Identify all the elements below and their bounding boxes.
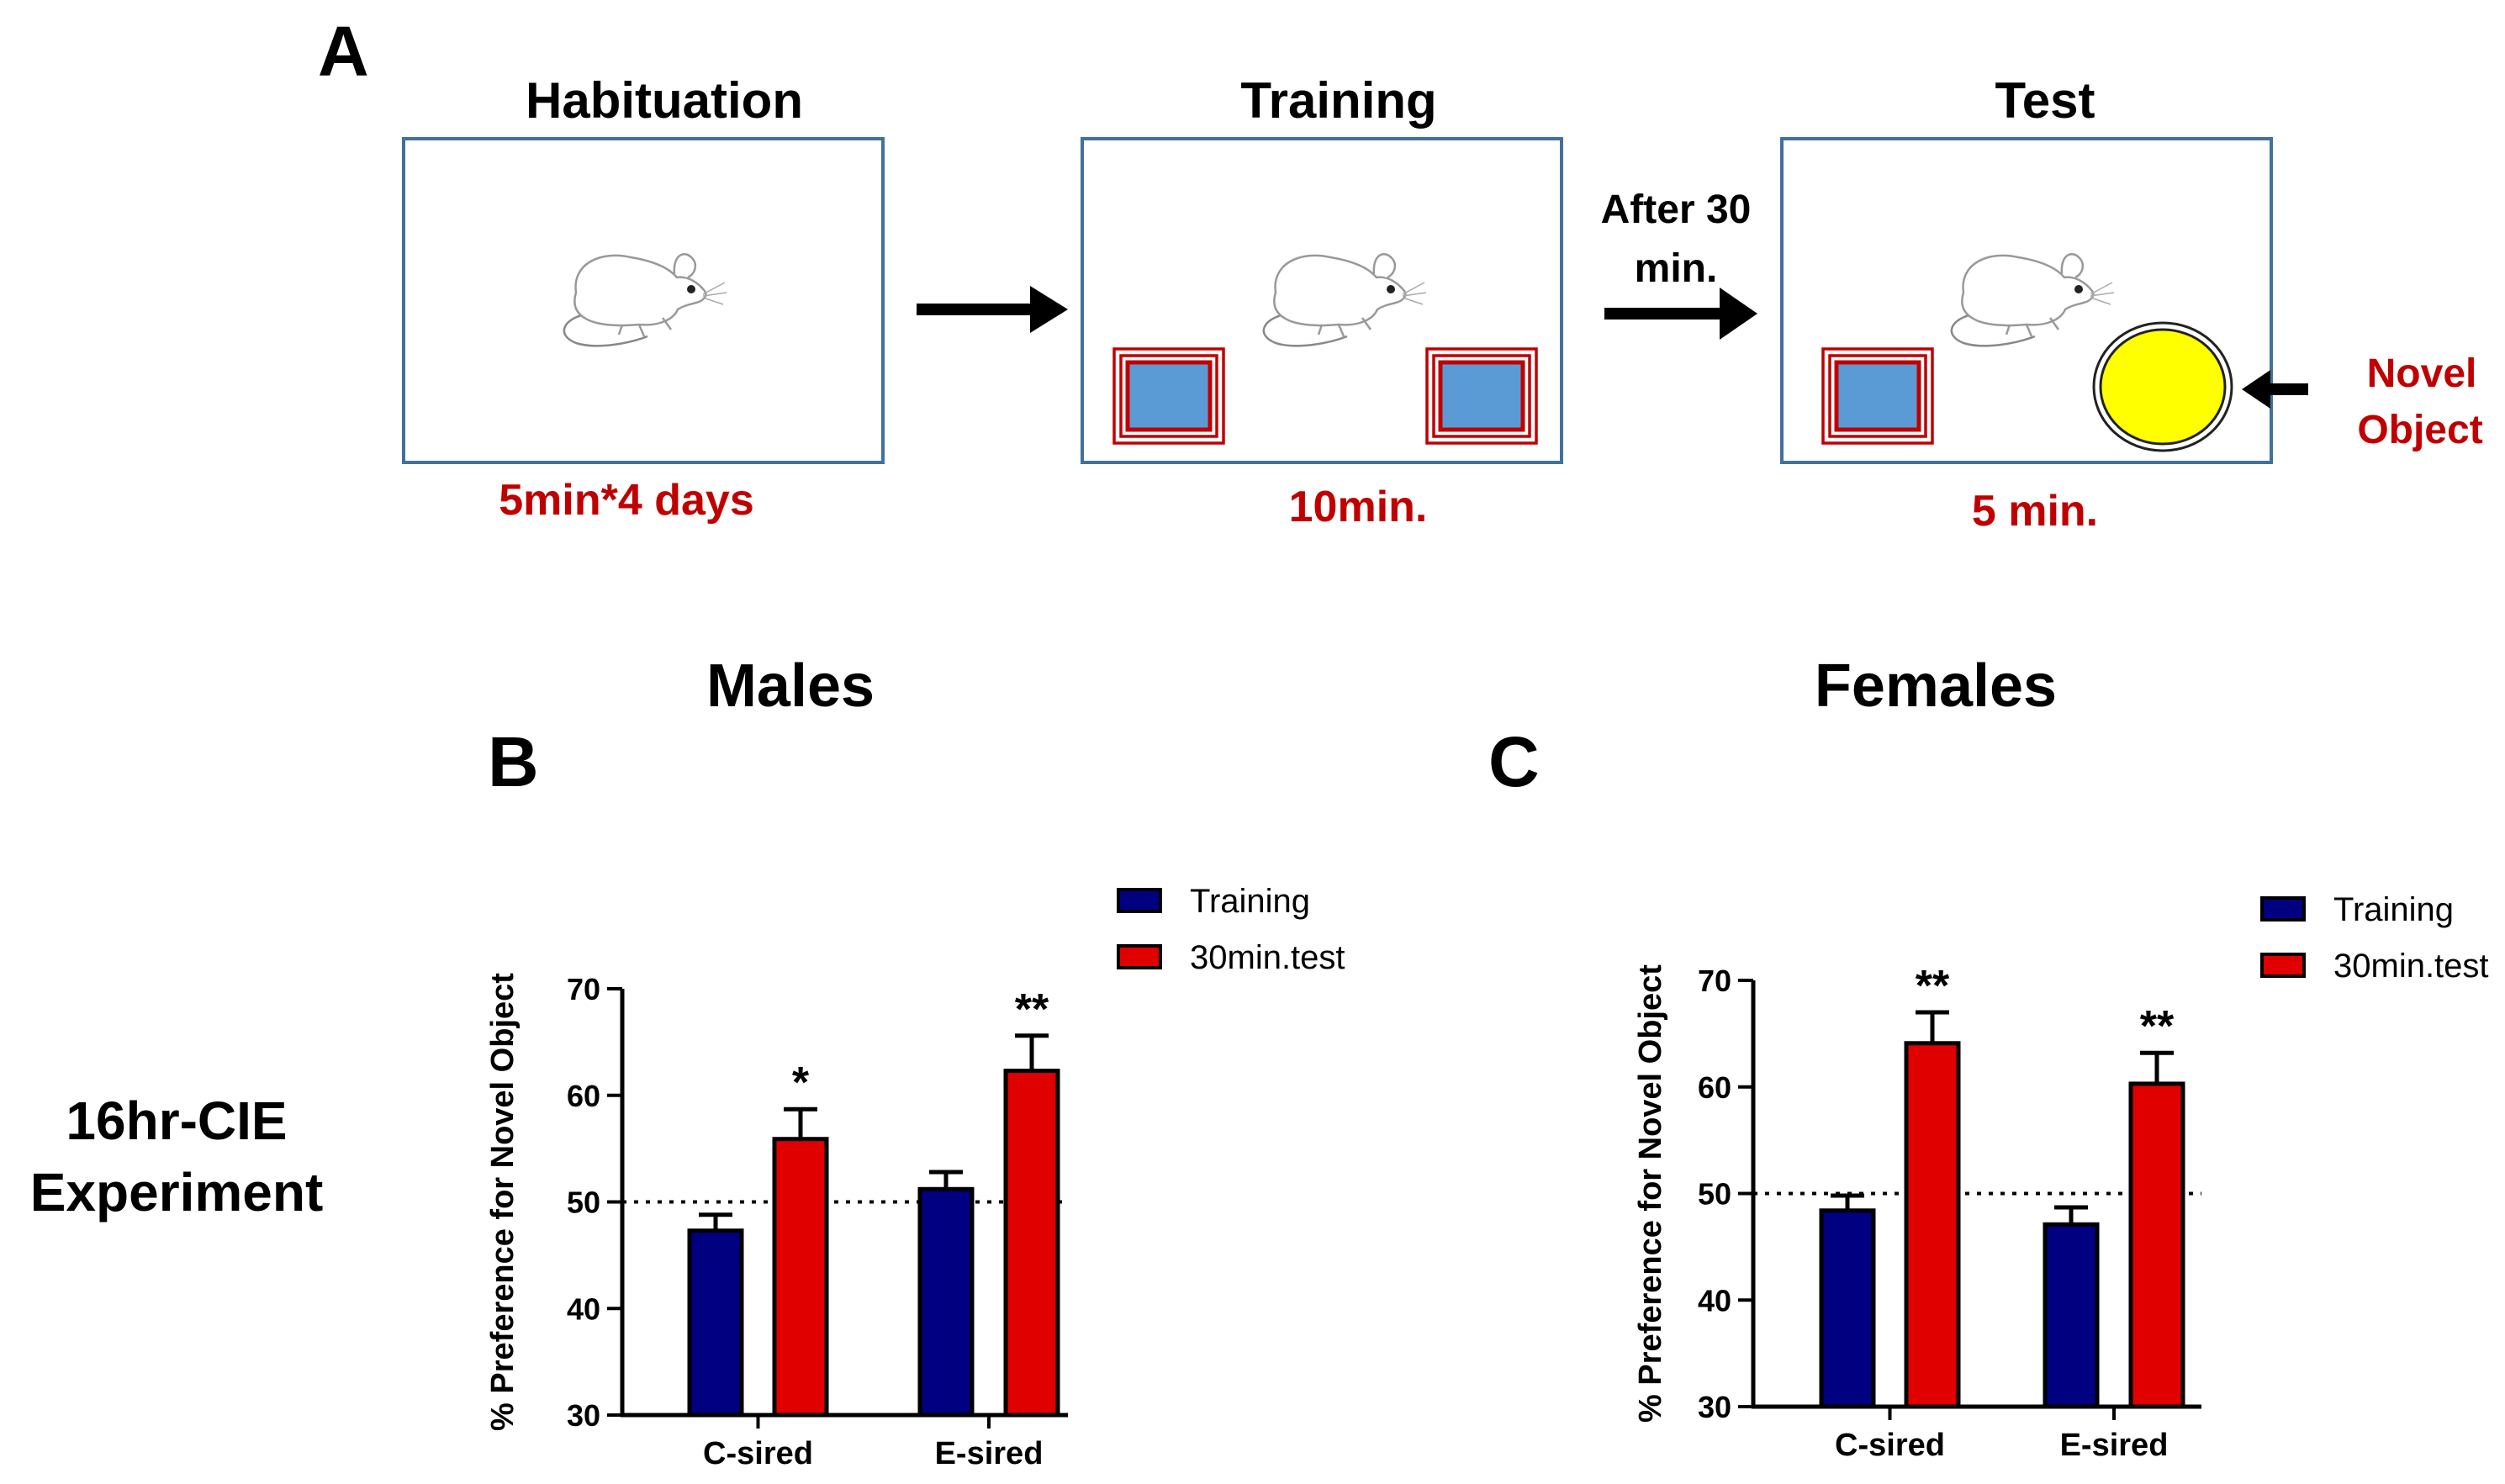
y-tick-label: 40	[567, 1291, 600, 1326]
novel-object-circle-icon	[2092, 321, 2233, 452]
object-square-icon	[1427, 349, 1536, 443]
stage-duration: 5 min.	[1972, 487, 2098, 536]
stage-title: Test	[1995, 72, 2095, 129]
y-tick-label: 40	[1698, 1283, 1731, 1318]
chart-title: Males	[706, 652, 875, 720]
legend-label-training: Training	[2333, 891, 2454, 928]
bar	[1003, 1069, 1060, 1418]
stage-title: Training	[1240, 72, 1436, 129]
experiment-label-line2: Experiment	[30, 1162, 324, 1223]
stage-habituation: Habituation 5min*4 days	[402, 72, 885, 525]
legend-label-training: Training	[1190, 883, 1310, 920]
object-square-icon	[1114, 349, 1223, 443]
bar	[2043, 1222, 2100, 1409]
delay-label-line1: After 30	[1601, 187, 1752, 232]
significance-label: **	[2140, 1002, 2175, 1051]
y-tick-label: 30	[567, 1398, 600, 1433]
object-square-icon	[1823, 349, 1932, 443]
legend: Training 30min.test	[1117, 883, 1345, 976]
legend-swatch-training	[2260, 896, 2306, 922]
chart-title: Females	[1815, 652, 2057, 720]
y-tick-label: 60	[567, 1079, 600, 1113]
y-tick-label: 30	[1698, 1390, 1731, 1424]
y-tick-label: 70	[567, 972, 600, 1006]
novel-object-label-line2: Object	[2357, 408, 2482, 452]
panel-a: A Habituation 5min*4 days Training 10min…	[318, 12, 2483, 536]
bar	[1904, 1041, 1961, 1409]
legend-swatch-training	[1117, 888, 1162, 913]
significance-label: **	[1015, 985, 1049, 1034]
bar	[687, 1228, 744, 1418]
stage-duration: 5min*4 days	[499, 476, 754, 525]
arrow-right-icon	[1604, 288, 1757, 340]
x-tick-label: E-sired	[2060, 1428, 2169, 1463]
legend: Training 30min.test	[2260, 891, 2489, 985]
bar	[2128, 1081, 2185, 1409]
panel-letter: C	[1488, 722, 1540, 801]
panel-a-letter: A	[318, 12, 369, 91]
significance-label: **	[1916, 962, 1950, 1011]
legend-swatch-test	[1117, 944, 1162, 969]
chart-males: Males B % Preference for Novel Object Tr…	[485, 652, 1345, 1471]
legend-label-test: 30min.test	[1190, 939, 1345, 976]
legend-label-test: 30min.test	[2333, 948, 2489, 985]
plot-area: ** ** 30 40 50 60 70 C-sired E-sired	[1698, 962, 2201, 1463]
experiment-label-line1: 16hr-CIE	[66, 1091, 287, 1151]
arrow-right-icon	[917, 286, 1068, 333]
y-axis-label: % Preference for Novel Object	[485, 973, 521, 1431]
chart-females: Females C % Preference for Novel Object …	[1488, 652, 2489, 1463]
stage-duration: 10min.	[1289, 483, 1428, 531]
significance-label: *	[792, 1059, 810, 1107]
bar	[772, 1137, 829, 1418]
bar	[1819, 1208, 1876, 1409]
y-tick-label: 70	[1698, 964, 1731, 998]
y-tick-label: 50	[1698, 1177, 1731, 1212]
y-tick-label: 60	[1698, 1070, 1731, 1105]
panel-letter: B	[488, 722, 539, 801]
stage-title: Habituation	[526, 72, 803, 129]
stage-test: Test 5 min.	[1780, 72, 2273, 536]
y-tick-label: 50	[567, 1186, 600, 1220]
novel-object-label-line1: Novel	[2367, 351, 2477, 396]
x-tick-label: C-sired	[1835, 1428, 1945, 1463]
arrow-left-icon	[2242, 370, 2308, 409]
legend-swatch-test	[2260, 953, 2306, 978]
bar	[917, 1186, 975, 1418]
delay-label-line2: min.	[1635, 246, 1718, 291]
x-tick-label: C-sired	[703, 1436, 813, 1471]
x-tick-label: E-sired	[935, 1436, 1044, 1471]
stage-training: Training 10min.	[1081, 72, 1563, 531]
y-axis-label: % Preference for Novel Object	[1633, 964, 1668, 1423]
